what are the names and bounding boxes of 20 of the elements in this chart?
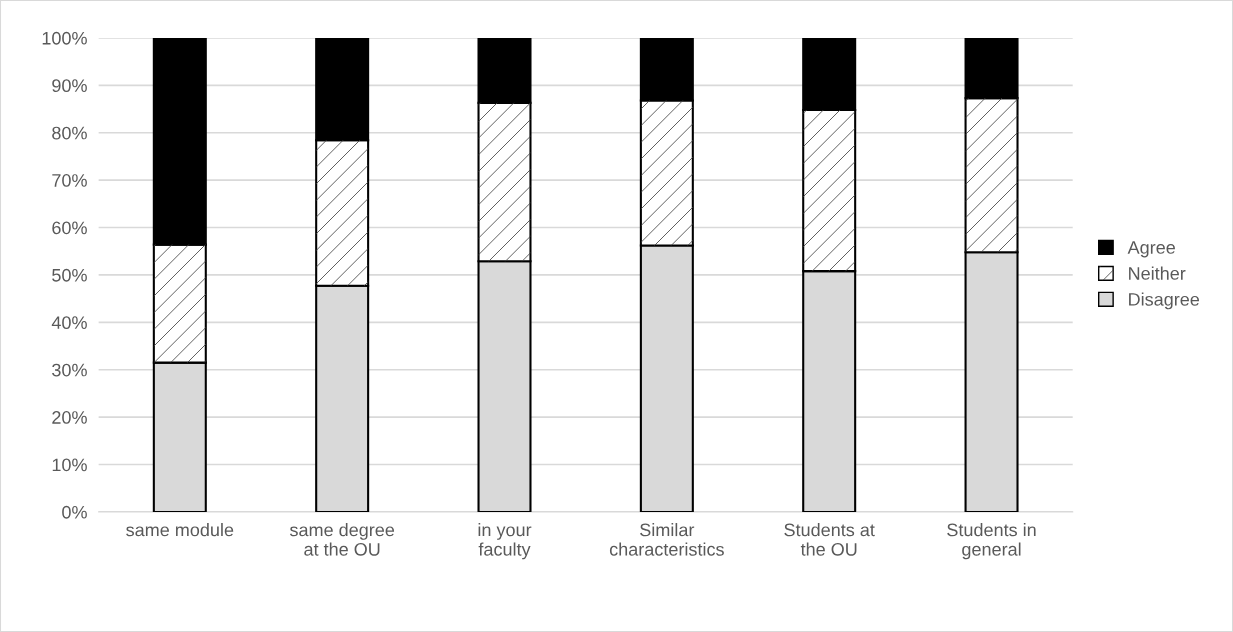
x-tick-label: Students in general bbox=[947, 523, 1036, 560]
y-tick-label: 90% bbox=[52, 79, 87, 93]
y-tick-label: 0% bbox=[62, 505, 87, 519]
y-tick-label: 30% bbox=[52, 363, 87, 377]
x-tick-label: Similar characteristics bbox=[609, 523, 724, 556]
y-tick-label: 80% bbox=[52, 126, 87, 140]
x-tick-label: same module bbox=[126, 523, 234, 537]
y-tick-label: 70% bbox=[52, 174, 87, 187]
y-tick-label: 40% bbox=[51, 316, 87, 330]
y-tick-label: 10% bbox=[52, 458, 87, 472]
x-tick-label: same degree at the OU bbox=[289, 523, 395, 556]
y-tick-label: 100% bbox=[42, 31, 87, 45]
legend-label: Agree bbox=[1127, 241, 1175, 258]
y-tick-label: 60% bbox=[52, 221, 87, 235]
y-tick-label: 50% bbox=[52, 268, 87, 282]
legend-label: Disagree bbox=[1129, 292, 1200, 310]
y-tick-label: 20% bbox=[52, 411, 87, 424]
x-tick-label: in your faculty bbox=[478, 523, 532, 560]
legend-label: Neither bbox=[1129, 266, 1186, 280]
x-tick-label: Students at the OU bbox=[784, 523, 875, 556]
